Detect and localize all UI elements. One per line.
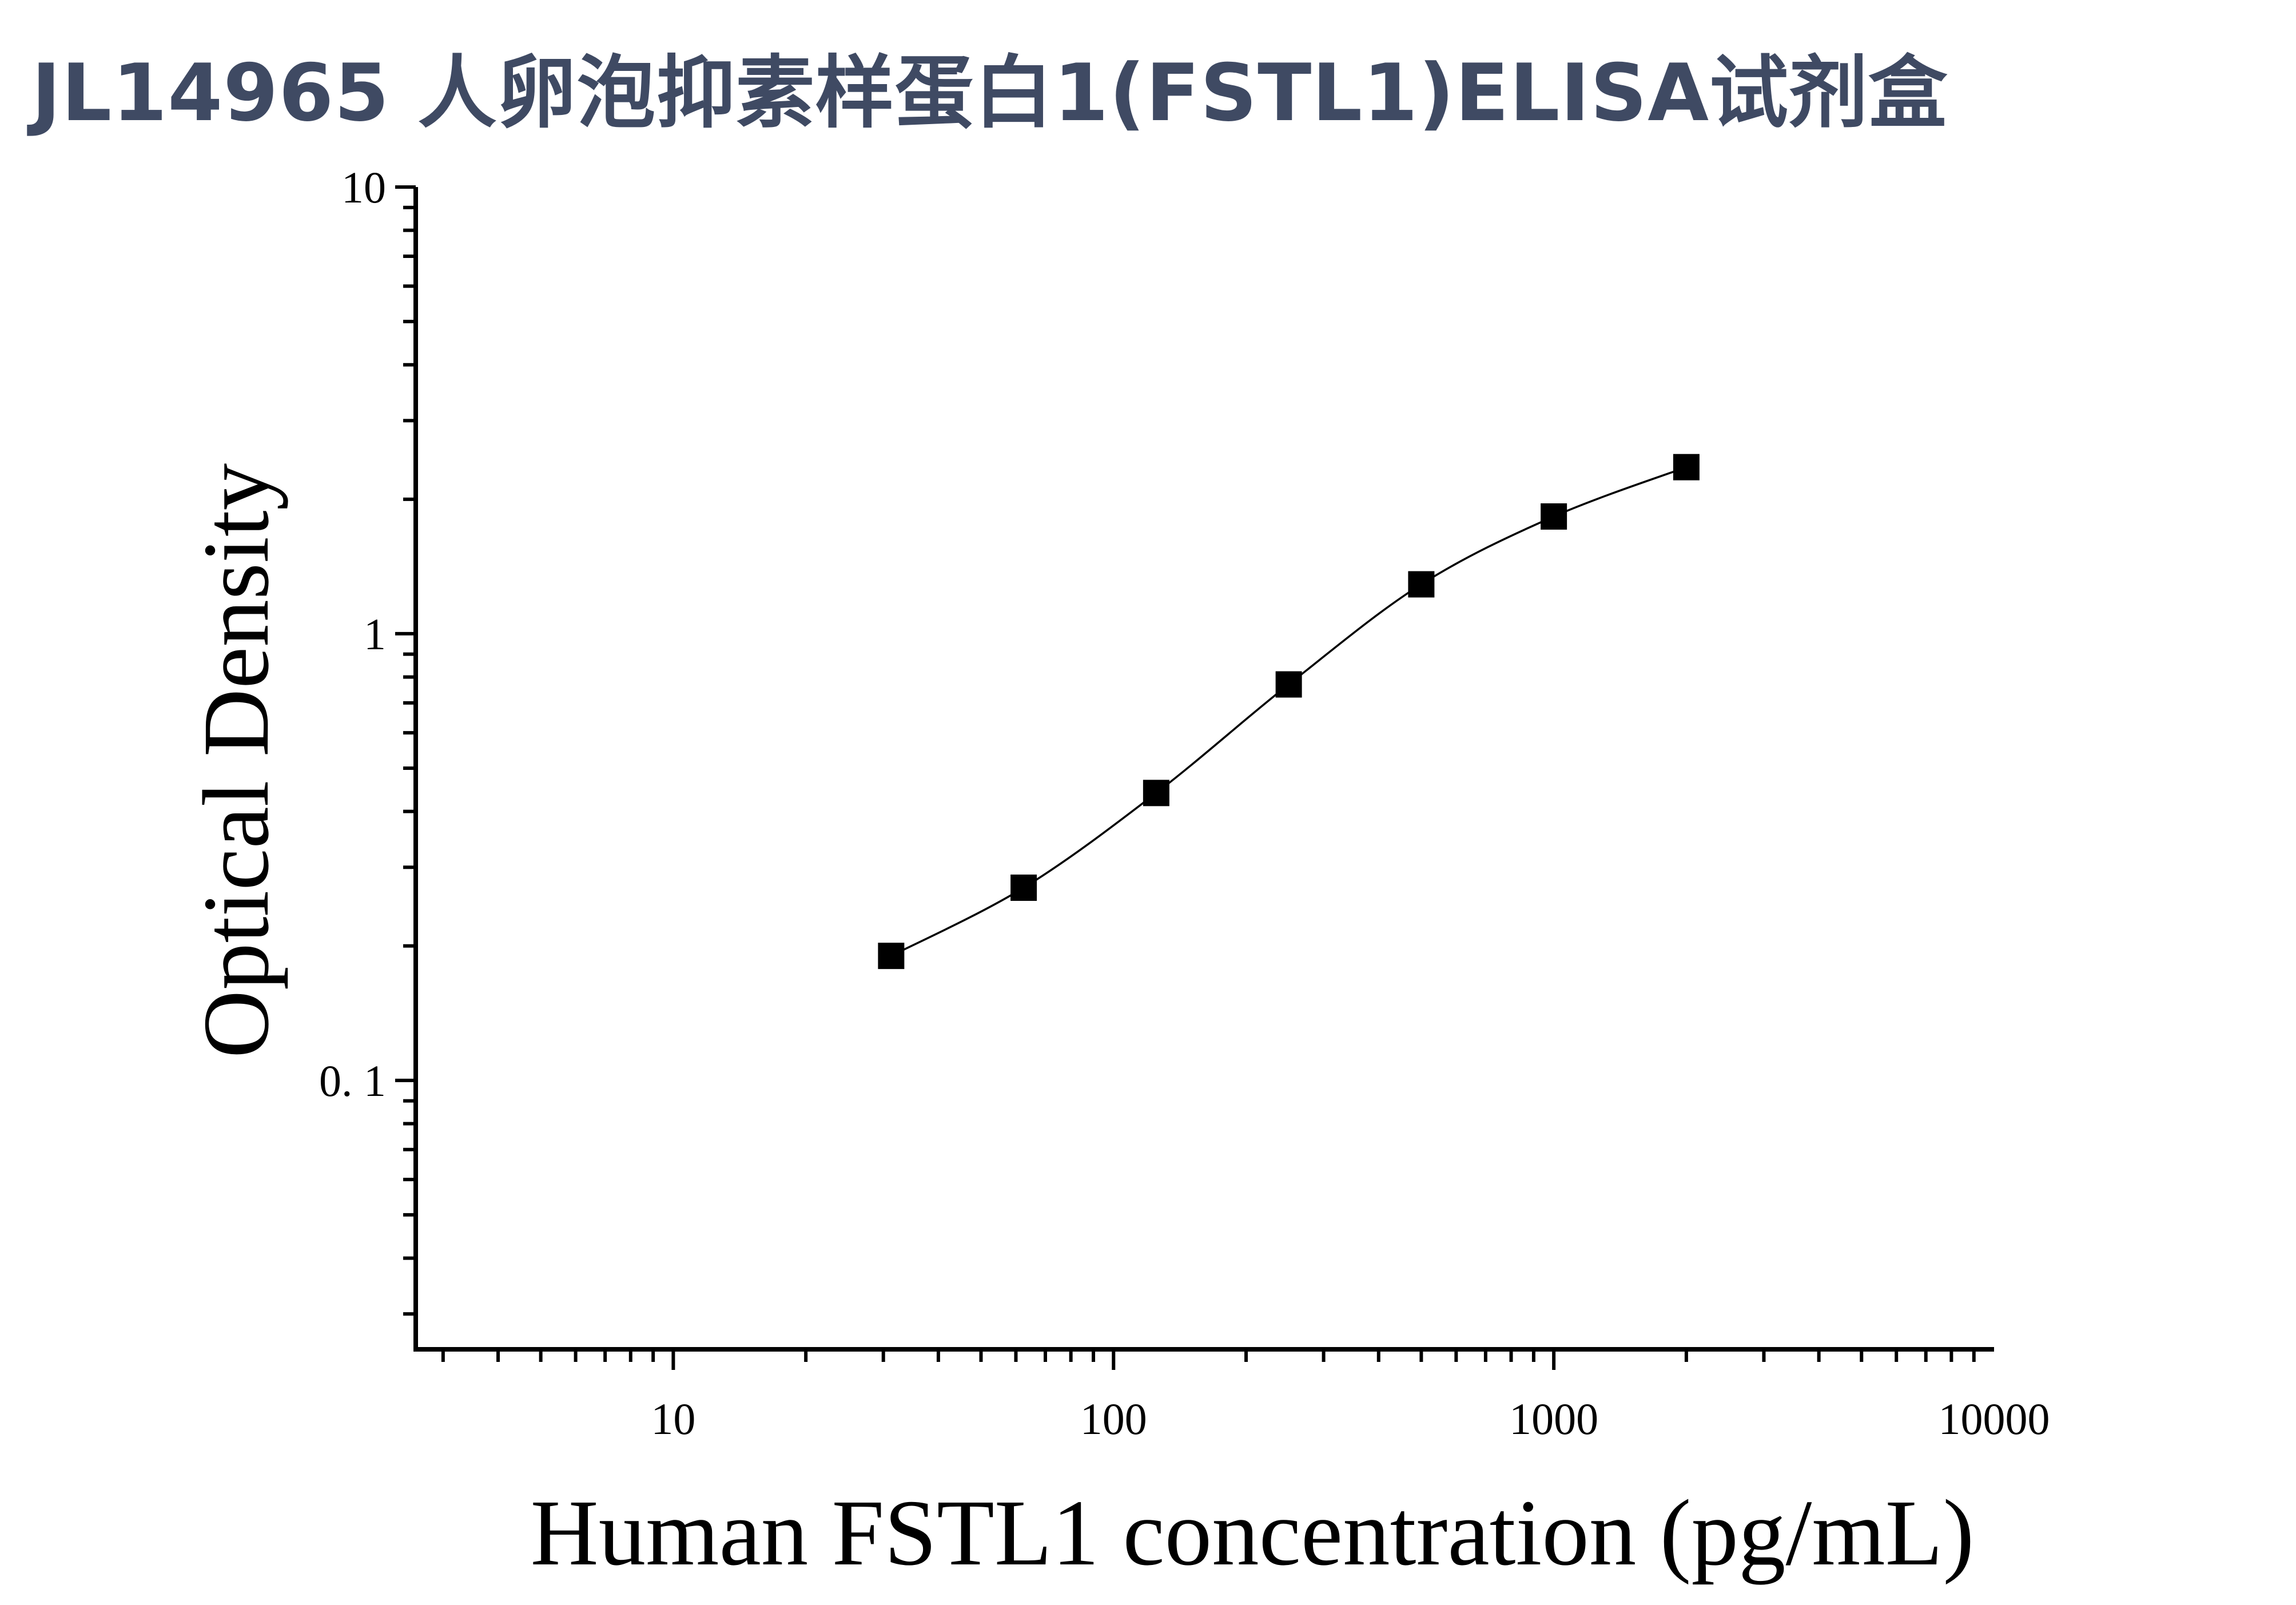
y-tick-label: 0. 1	[319, 1056, 386, 1106]
x-tick-label: 1000	[1509, 1394, 1598, 1444]
axes: 10 100 1000 10000 0. 1 1 10	[319, 162, 2050, 1444]
data-point	[1010, 874, 1037, 901]
fit-curve-layer	[890, 466, 1687, 957]
x-tick-label: 10000	[1939, 1394, 2050, 1444]
y-tick-label: 10	[341, 162, 386, 212]
data-point	[1408, 571, 1435, 598]
data-point	[1143, 780, 1169, 807]
y-tick-label: 1	[364, 609, 386, 659]
x-tick-label: 100	[1080, 1394, 1147, 1444]
y-axis-title: Optical Density	[184, 463, 288, 1058]
data-point	[1275, 671, 1302, 698]
data-point	[878, 943, 905, 970]
data-points-layer	[878, 454, 1700, 970]
data-point	[1541, 503, 1567, 530]
x-axis-title: Human FSTL1 concentration (pg/mL)	[531, 1480, 1975, 1585]
fit-curve	[890, 466, 1687, 957]
data-point	[1673, 454, 1700, 480]
page-title: JL14965 人卵泡抑素样蛋白1(FSTL1)ELISA试剂盒	[31, 47, 1948, 139]
x-tick-label: 10	[651, 1394, 695, 1444]
